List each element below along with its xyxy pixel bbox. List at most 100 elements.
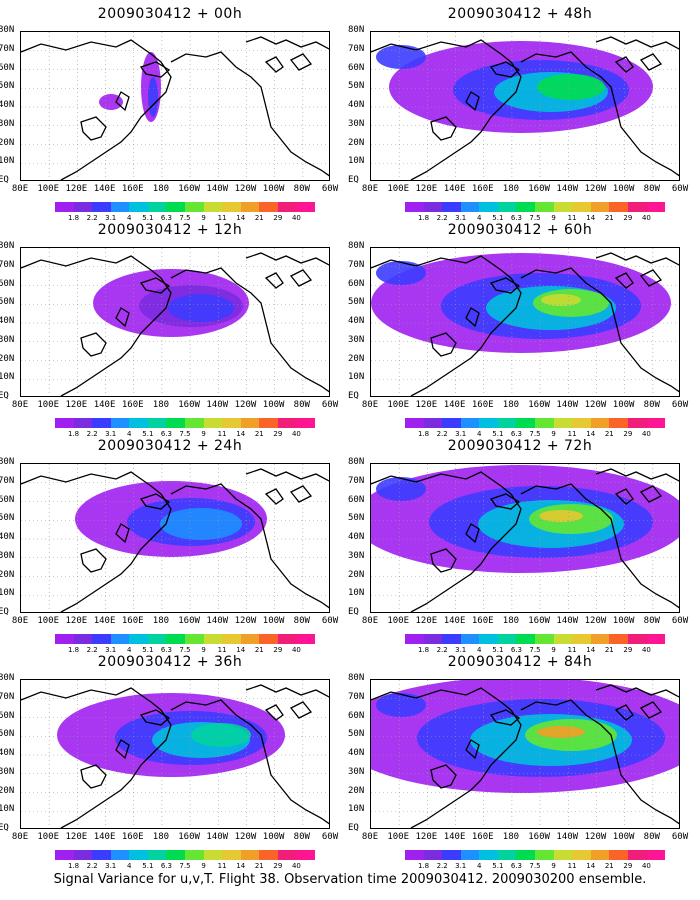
coastline [170, 267, 329, 393]
colorbar-label: 6.3 [160, 214, 172, 222]
longitude-label: 80E [11, 400, 29, 410]
longitude-label: 80E [361, 184, 379, 194]
longitude-label: 120W [234, 616, 257, 626]
coastline [520, 267, 679, 393]
colorbar-swatch [405, 418, 424, 428]
coastline [139, 493, 171, 510]
coastline [489, 277, 521, 294]
colorbar-label: 7.5 [529, 646, 541, 654]
colorbar-swatch [423, 634, 443, 644]
longitude-label: 80W [293, 400, 310, 410]
colorbar-swatch [497, 634, 517, 644]
colorbar-label: 3.1 [455, 214, 467, 222]
colorbar-label: 4 [127, 430, 132, 438]
colorbar-swatch [497, 850, 517, 860]
colorbar-label: 6.3 [160, 646, 172, 654]
latitude-label: 70N [0, 691, 15, 702]
latitude-label: 50N [348, 729, 365, 740]
coastline [430, 548, 457, 573]
latitude-label: 10N [0, 588, 15, 599]
longitude-label: 120W [584, 400, 607, 410]
colorbar-swatch [535, 418, 554, 428]
colorbar-label: 2.2 [86, 862, 98, 870]
coastline [430, 116, 457, 141]
longitude-label: 100W [262, 616, 285, 626]
variance-contour [537, 74, 605, 100]
latitude-label: EQ [0, 175, 9, 185]
colorbar-swatch [296, 850, 316, 860]
latitude-label: 30N [0, 334, 15, 345]
colorbar-label: 7.5 [529, 430, 541, 438]
colorbar-label: 40 [291, 214, 301, 222]
colorbar-swatch [627, 202, 647, 212]
colorbar-swatch [405, 202, 424, 212]
colorbar-label: 29 [273, 430, 283, 438]
longitude-label: 140W [206, 400, 229, 410]
colorbar-swatch [166, 850, 186, 860]
colorbar-label: 2.2 [436, 214, 448, 222]
colorbar-label: 1.8 [417, 862, 430, 870]
colorbar-swatch [553, 202, 573, 212]
colorbar-label: 6.3 [510, 646, 522, 654]
longitude-label: 180 [502, 400, 520, 410]
colorbar-label: 7.5 [179, 214, 191, 222]
longitude-label: 60W [671, 184, 689, 194]
colorbar-label: 40 [291, 646, 301, 654]
colorbar-swatch [55, 850, 74, 860]
longitude-label: 120W [584, 616, 607, 626]
longitude-label: 80E [361, 616, 379, 626]
colorbar-label: 1.8 [417, 646, 430, 654]
coastline [80, 332, 107, 357]
longitude-label: 60W [671, 832, 689, 842]
latitude-label: EQ [0, 607, 9, 617]
colorbar-label: 2.2 [436, 430, 448, 438]
colorbar-swatch [572, 418, 591, 428]
coastline [245, 684, 329, 698]
colorbar-label: 1.8 [67, 214, 80, 222]
coastline [80, 764, 107, 789]
latitude-label: 10N [0, 804, 15, 815]
colorbar-swatch [55, 202, 74, 212]
coastline [289, 269, 313, 287]
figure-caption: Signal Variance for u,v,T. Flight 38. Ob… [53, 872, 647, 887]
colorbar-swatch [129, 202, 148, 212]
latitude-label: 70N [348, 691, 365, 702]
panel-title: 2009030412 + 60h [447, 222, 593, 238]
map-plot-area [370, 31, 680, 181]
latitude-label: 20N [0, 785, 15, 796]
colorbar-label: 9 [551, 430, 556, 438]
latitude-label: 70N [348, 259, 365, 270]
colorbar-swatch [479, 202, 498, 212]
colorbar-swatch [460, 634, 480, 644]
latitude-label: 40N [0, 316, 15, 326]
colorbar-swatch [516, 202, 536, 212]
longitude-label: 180 [502, 184, 520, 194]
colorbar-label: 7.5 [529, 214, 541, 222]
latitude-label: 70N [0, 259, 15, 270]
colorbar-swatch [590, 634, 610, 644]
colorbar-label: 21 [604, 214, 614, 222]
colorbar-label: 14 [586, 646, 596, 654]
colorbar-swatch [572, 634, 591, 644]
coastline [21, 39, 172, 180]
coastline [520, 51, 679, 177]
colorbar-swatch [590, 418, 610, 428]
variance-field [21, 464, 329, 612]
latitude-label: 20N [348, 569, 365, 580]
colorbar-swatch [222, 202, 241, 212]
longitude-label: 80W [293, 616, 310, 626]
colorbar-swatch [497, 418, 517, 428]
variance-field [21, 32, 329, 180]
colorbar-swatch [110, 418, 130, 428]
longitude-label: 80W [643, 400, 660, 410]
colorbar-swatch [627, 850, 647, 860]
coastline [639, 269, 663, 287]
latitude-label: 70N [0, 43, 15, 54]
map-panel: 2009030412 + 48h 80N 70N 60N 50N 40N 30N 20N 10N… [348, 6, 690, 222]
latitude-label: 20N [0, 137, 15, 148]
latitude-label: 20N [348, 353, 365, 364]
colorbar-swatch [590, 202, 610, 212]
colorbar-label: 9 [551, 646, 556, 654]
colorbar-swatch [259, 202, 278, 212]
latitude-label: 10N [0, 372, 15, 383]
